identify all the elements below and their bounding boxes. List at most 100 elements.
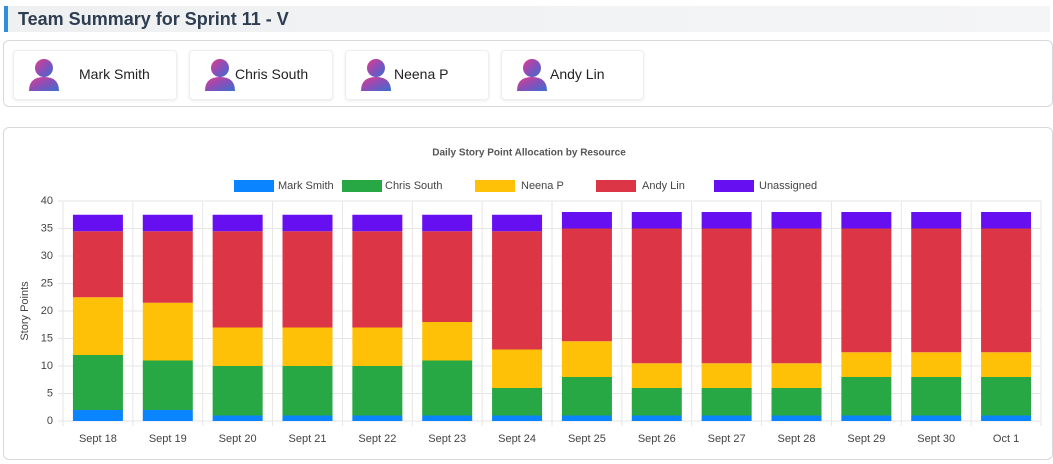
x-tick-label: Sept 30 bbox=[917, 433, 955, 445]
bar-segment bbox=[562, 229, 612, 342]
y-tick-label: 10 bbox=[41, 360, 53, 372]
bar-segment bbox=[73, 355, 123, 410]
chart-title: Daily Story Point Allocation by Resource bbox=[432, 148, 626, 159]
bar-segment bbox=[213, 231, 263, 327]
bar-segment bbox=[702, 363, 752, 388]
bar-segment bbox=[772, 212, 822, 229]
x-tick-label: Sept 18 bbox=[79, 433, 117, 445]
avatar-icon bbox=[26, 57, 62, 93]
x-tick-label: Sept 27 bbox=[708, 433, 746, 445]
x-tick-label: Oct 1 bbox=[993, 433, 1019, 445]
bar-segment bbox=[632, 388, 682, 416]
y-tick-label: 5 bbox=[47, 387, 53, 399]
bar-segment bbox=[772, 388, 822, 416]
legend-label: Chris South bbox=[385, 180, 442, 192]
x-tick-label: Sept 21 bbox=[289, 433, 327, 445]
member-name: Neena P bbox=[394, 66, 448, 82]
bar-segment bbox=[143, 410, 193, 421]
bar-segment bbox=[213, 416, 263, 422]
bar-segment bbox=[143, 215, 193, 232]
x-tick-label: Sept 28 bbox=[778, 433, 816, 445]
bar-segment bbox=[702, 388, 752, 416]
bar-segment bbox=[352, 231, 402, 327]
bar-segment bbox=[562, 377, 612, 416]
bar-segment bbox=[841, 416, 891, 422]
bar-segment bbox=[213, 328, 263, 367]
bar-segment bbox=[702, 212, 752, 229]
bar-segment bbox=[702, 229, 752, 364]
bar-segment bbox=[422, 322, 472, 361]
chart-panel: Daily Story Point Allocation by Resource… bbox=[3, 127, 1053, 460]
bar-segment bbox=[632, 229, 682, 364]
x-tick-label: Sept 29 bbox=[847, 433, 885, 445]
y-tick-label: 40 bbox=[41, 195, 53, 207]
bar-segment bbox=[492, 231, 542, 349]
legend-swatch bbox=[234, 180, 274, 192]
legend-label: Andy Lin bbox=[642, 180, 685, 192]
member-name: Andy Lin bbox=[550, 66, 604, 82]
bar-segment bbox=[492, 388, 542, 416]
member-card[interactable]: Mark Smith bbox=[13, 50, 177, 100]
bar-segment bbox=[283, 416, 333, 422]
x-tick-label: Sept 23 bbox=[428, 433, 466, 445]
bar-segment bbox=[562, 212, 612, 229]
y-tick-label: 35 bbox=[41, 222, 53, 234]
bar-segment bbox=[352, 328, 402, 367]
bar-segment bbox=[283, 215, 333, 232]
bar-segment bbox=[213, 366, 263, 416]
legend-swatch bbox=[596, 180, 636, 192]
bar-segment bbox=[772, 363, 822, 388]
bar-segment bbox=[911, 377, 961, 416]
bar-segment bbox=[981, 416, 1031, 422]
bar-segment bbox=[632, 212, 682, 229]
bar-segment bbox=[352, 215, 402, 232]
bar-segment bbox=[841, 229, 891, 353]
bar-segment bbox=[981, 229, 1031, 353]
avatar-icon bbox=[514, 57, 550, 93]
bar-segment bbox=[422, 416, 472, 422]
legend-label: Unassigned bbox=[759, 180, 817, 192]
bar-segment bbox=[283, 328, 333, 367]
member-card[interactable]: Chris South bbox=[189, 50, 333, 100]
legend-swatch bbox=[342, 180, 382, 192]
y-axis-label: Story Points bbox=[19, 281, 31, 341]
bar-segment bbox=[841, 212, 891, 229]
bar-segment bbox=[492, 215, 542, 232]
y-tick-label: 30 bbox=[41, 250, 53, 262]
bar-segment bbox=[73, 231, 123, 297]
bar-segment bbox=[143, 231, 193, 303]
member-card[interactable]: Andy Lin bbox=[501, 50, 644, 100]
bar-segment bbox=[352, 366, 402, 416]
y-tick-label: 15 bbox=[41, 332, 53, 344]
bar-segment bbox=[73, 297, 123, 355]
bar-segment bbox=[981, 377, 1031, 416]
chart: Daily Story Point Allocation by Resource… bbox=[4, 128, 1052, 459]
y-tick-label: 25 bbox=[41, 277, 53, 289]
bar-segment bbox=[841, 377, 891, 416]
y-tick-label: 20 bbox=[41, 305, 53, 317]
x-tick-label: Sept 20 bbox=[219, 433, 257, 445]
bar-segment bbox=[422, 361, 472, 416]
bar-segment bbox=[283, 366, 333, 416]
legend-swatch bbox=[714, 180, 754, 192]
member-card[interactable]: Neena P bbox=[345, 50, 489, 100]
bar-segment bbox=[492, 350, 542, 389]
bar-segment bbox=[911, 416, 961, 422]
y-tick-label: 0 bbox=[47, 415, 53, 427]
bar-segment bbox=[492, 416, 542, 422]
bar-segment bbox=[143, 361, 193, 411]
bar-segment bbox=[632, 363, 682, 388]
x-tick-label: Sept 19 bbox=[149, 433, 187, 445]
bar-segment bbox=[213, 215, 263, 232]
bar-segment bbox=[562, 341, 612, 377]
members-panel: Mark Smith Chris South Neena P Andy Lin bbox=[3, 40, 1053, 107]
member-name: Mark Smith bbox=[79, 66, 150, 82]
avatar-icon bbox=[358, 57, 394, 93]
page-title: Team Summary for Sprint 11 - V bbox=[18, 9, 289, 30]
bar-segment bbox=[632, 416, 682, 422]
x-tick-label: Sept 24 bbox=[498, 433, 536, 445]
header: Team Summary for Sprint 11 - V bbox=[4, 6, 1050, 32]
x-tick-label: Sept 26 bbox=[638, 433, 676, 445]
bar-segment bbox=[283, 231, 333, 327]
bar-segment bbox=[911, 229, 961, 353]
